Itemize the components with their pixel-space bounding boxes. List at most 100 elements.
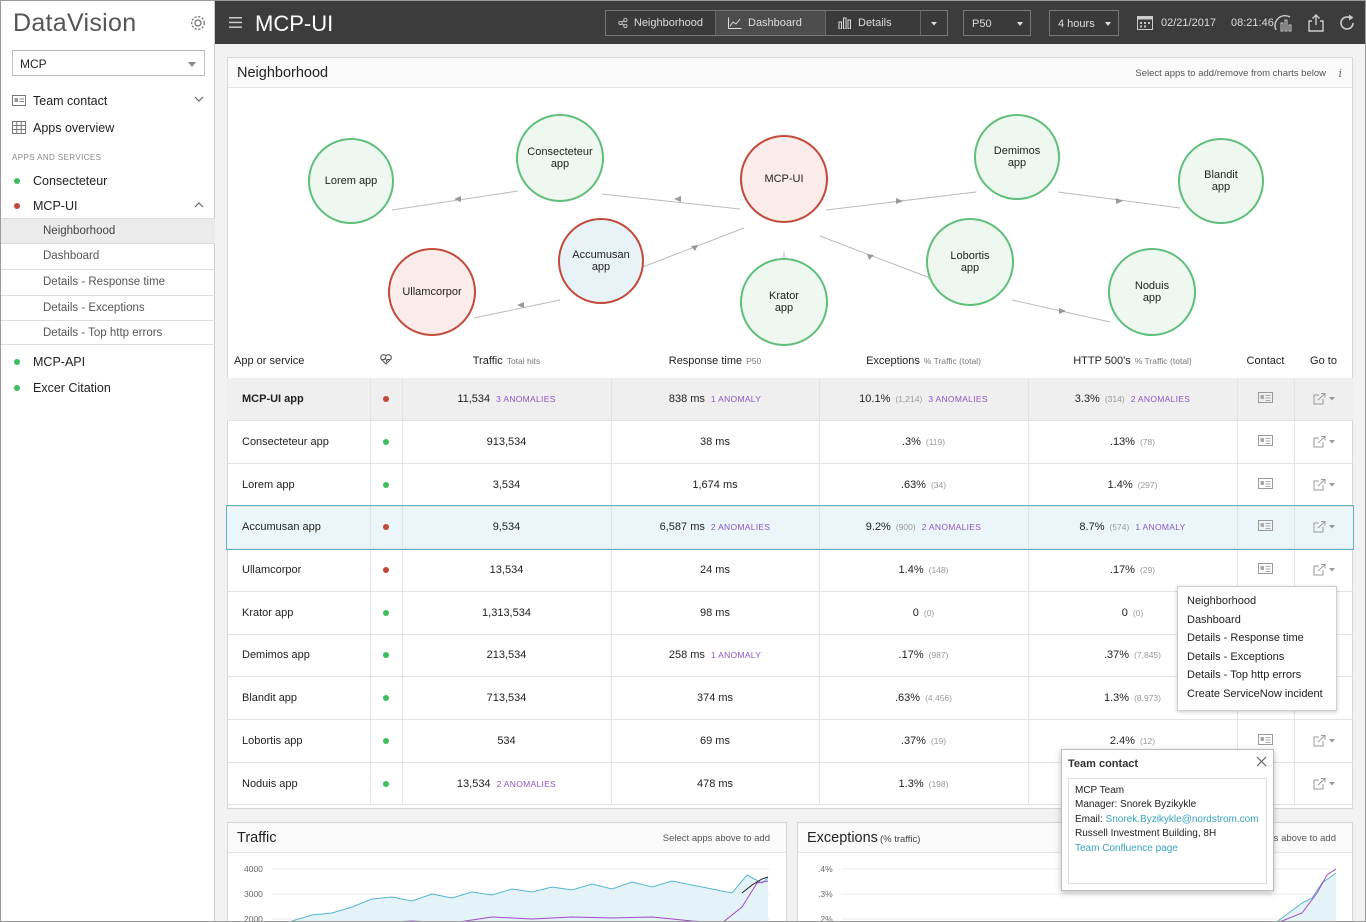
gear-icon[interactable] — [189, 14, 207, 32]
goto-button[interactable] — [1313, 478, 1335, 491]
goto-menu-item-top-http-errors[interactable]: Details - Top http errors — [1187, 669, 1302, 682]
goto-button[interactable] — [1313, 393, 1335, 405]
exceptions-value: .63% — [900, 478, 926, 491]
app-select[interactable]: MCP — [12, 50, 205, 76]
node-lobortis-app[interactable]: Lobortis app — [926, 218, 1014, 306]
app-name[interactable]: Ullamcorpor — [227, 548, 371, 592]
sidebar-subitem-top-http-errors[interactable]: Details - Top http errors — [1, 320, 215, 345]
sidebar-subitem-response-time[interactable]: Details - Response time — [1, 269, 215, 294]
anomaly-badge[interactable]: 1 ANOMALY — [710, 650, 762, 661]
node-accumusan-app[interactable]: Accumusan app — [558, 218, 644, 304]
close-icon[interactable] — [1256, 756, 1267, 767]
date-value[interactable]: 02/21/2017 — [1161, 17, 1217, 29]
anomaly-badge[interactable]: 3 ANOMALIES — [496, 394, 556, 405]
sidebar-item-excer-citation[interactable]: Excer Citation — [1, 375, 215, 400]
calendar-icon[interactable] — [1137, 14, 1153, 30]
goto-menu-item-servicenow[interactable]: Create ServiceNow incident — [1187, 687, 1323, 700]
table-row[interactable]: Lorem app 3,534 1,674 ms .63% (34) 1.4% (297) — [227, 463, 1353, 507]
sidebar-item-consecteteur[interactable]: Consecteteur — [1, 168, 215, 193]
goto-button[interactable] — [1313, 734, 1335, 747]
sidebar-item-mcp-api[interactable]: MCP-API — [1, 349, 215, 374]
table-row[interactable]: Accumusan app 9,534 6,587 ms 2 ANOMALIES 9.2… — [226, 505, 1354, 550]
chevron-down-icon — [1328, 568, 1335, 572]
refresh-icon[interactable] — [1337, 13, 1357, 33]
col-health[interactable] — [370, 344, 402, 378]
anomaly-badge[interactable]: 2 ANOMALIES — [496, 778, 557, 789]
app-name[interactable]: Krator app — [227, 591, 371, 635]
tab-neighborhood[interactable]: Neighborhood — [606, 11, 716, 35]
app-name[interactable]: Accumusan app — [227, 506, 371, 549]
anomaly-badge[interactable]: 1 ANOMALY — [1135, 522, 1186, 533]
goto-button[interactable] — [1313, 521, 1335, 533]
table-row[interactable]: Blandit app 713,534 374 ms .63% (4,456) 1.3% (… — [227, 676, 1353, 720]
tab-dashboard[interactable]: Dashboard — [716, 11, 826, 35]
app-name[interactable]: Lorem app — [227, 463, 371, 507]
node-blandit-app[interactable]: Blandit app — [1178, 138, 1264, 224]
signal-icon[interactable] — [1273, 13, 1293, 33]
table-row[interactable]: Demimos app 213,534 258 ms 1 ANOMALY .17% (98… — [227, 634, 1353, 677]
share-icon[interactable] — [1306, 13, 1326, 33]
sidebar-item-apps-overview[interactable]: Apps overview — [1, 115, 215, 140]
anomaly-badge[interactable]: 3 ANOMALIES — [928, 394, 988, 405]
anomaly-badge[interactable]: 2 ANOMALIES — [1130, 394, 1191, 405]
app-name[interactable]: MCP-UI app — [227, 378, 371, 421]
menu-icon[interactable] — [229, 17, 242, 28]
col-traffic[interactable]: Traffic Total hits — [402, 344, 611, 378]
node-noduis-app[interactable]: Noduis app — [1108, 248, 1196, 336]
anomaly-badge[interactable]: 2 ANOMALIES — [710, 522, 771, 533]
goto-button[interactable] — [1313, 436, 1335, 448]
view-dropdown-button[interactable] — [921, 11, 947, 35]
table-row[interactable]: Ullamcorpor 13,534 24 ms 1.4% (148) .17% (29) — [227, 548, 1353, 592]
time-value[interactable]: 08:21:46 — [1231, 17, 1274, 29]
app-name[interactable]: Consecteteur app — [227, 420, 371, 464]
sidebar-subitem-exceptions[interactable]: Details - Exceptions — [1, 295, 215, 320]
app-name[interactable]: Demimos app — [227, 634, 371, 677]
team-confluence-link[interactable]: Team Confluence page — [1075, 842, 1178, 854]
sidebar-subitem-dashboard[interactable]: Dashboard — [1, 243, 215, 268]
sidebar-item-mcp-ui[interactable]: MCP-UI — [1, 193, 215, 218]
sidebar-subitem-neighborhood[interactable]: Neighborhood — [1, 218, 215, 243]
goto-button[interactable] — [1313, 777, 1335, 790]
goto-menu-item-exceptions[interactable]: Details - Exceptions — [1187, 650, 1285, 663]
anomaly-badge[interactable]: 1 ANOMALY — [710, 394, 762, 405]
sidebar-item-team-contact[interactable]: Team contact — [1, 88, 215, 113]
app-name[interactable]: Blandit app — [227, 676, 371, 720]
node-lorem-app[interactable]: Lorem app — [308, 138, 394, 224]
node-ullamcorpor[interactable]: Ullamcorpor — [388, 248, 476, 336]
percentile-select[interactable]: P50 — [963, 10, 1031, 36]
time-range-select[interactable]: 4 hours — [1049, 10, 1119, 36]
col-exceptions[interactable]: Exceptions% Traffic (total) — [819, 344, 1028, 378]
tab-details[interactable]: Details — [826, 11, 921, 35]
table-row[interactable]: MCP-UI app 11,534 3 ANOMALIES 838 ms 1 ANOMA… — [227, 378, 1353, 421]
team-email-link[interactable]: Snorek.Byzikykle@nordstrom.com — [1105, 813, 1259, 825]
chevron-down-icon — [931, 22, 937, 26]
traffic-value: 213,534 — [486, 649, 527, 662]
app-name[interactable]: Lobortis app — [227, 719, 371, 763]
node-mcp-ui[interactable]: MCP-UI — [740, 135, 828, 223]
goto-menu-item-neighborhood[interactable]: Neighborhood — [1187, 595, 1257, 607]
response-cell: 24 ms — [611, 548, 820, 592]
app-name[interactable]: Noduis app — [227, 762, 371, 805]
col-response[interactable]: Response time P50 — [611, 344, 819, 378]
anomaly-badge[interactable]: 2 ANOMALIES — [921, 522, 982, 533]
contact-card-icon[interactable] — [1258, 477, 1273, 489]
goto-button[interactable] — [1313, 564, 1335, 576]
table-row[interactable]: Noduis app 13,534 2 ANOMALIES 478 ms 1.3% (19… — [227, 762, 1353, 805]
contact-card-icon[interactable] — [1258, 563, 1273, 575]
traffic-panel: Traffic Select apps above to add 4000 30… — [227, 822, 787, 921]
col-app[interactable]: App or service — [227, 344, 370, 378]
contact-card-icon[interactable] — [1258, 435, 1273, 447]
node-demimos-app[interactable]: Demimos app — [974, 114, 1060, 200]
contact-card-icon[interactable] — [1258, 520, 1273, 532]
contact-card-icon[interactable] — [1258, 733, 1273, 745]
contact-card-icon[interactable] — [1258, 392, 1273, 404]
goto-menu-item-response-time[interactable]: Details - Response time — [1187, 632, 1304, 645]
goto-menu-item-dashboard[interactable]: Dashboard — [1187, 613, 1241, 626]
table-row[interactable]: Consecteteur app 913,534 38 ms .3% (119) .13%… — [227, 420, 1353, 464]
node-krator-app[interactable]: Krator app — [740, 258, 828, 346]
node-consecteteur-app[interactable]: Consecteteur app — [516, 114, 604, 202]
table-row[interactable]: Lobortis app 534 69 ms .37% (19) 2.4% (12) — [227, 719, 1353, 763]
col-http500[interactable]: HTTP 500's% Traffic (total) — [1028, 344, 1237, 378]
y-tick-label: 4000 — [244, 864, 263, 874]
info-icon[interactable]: i — [1338, 67, 1342, 80]
